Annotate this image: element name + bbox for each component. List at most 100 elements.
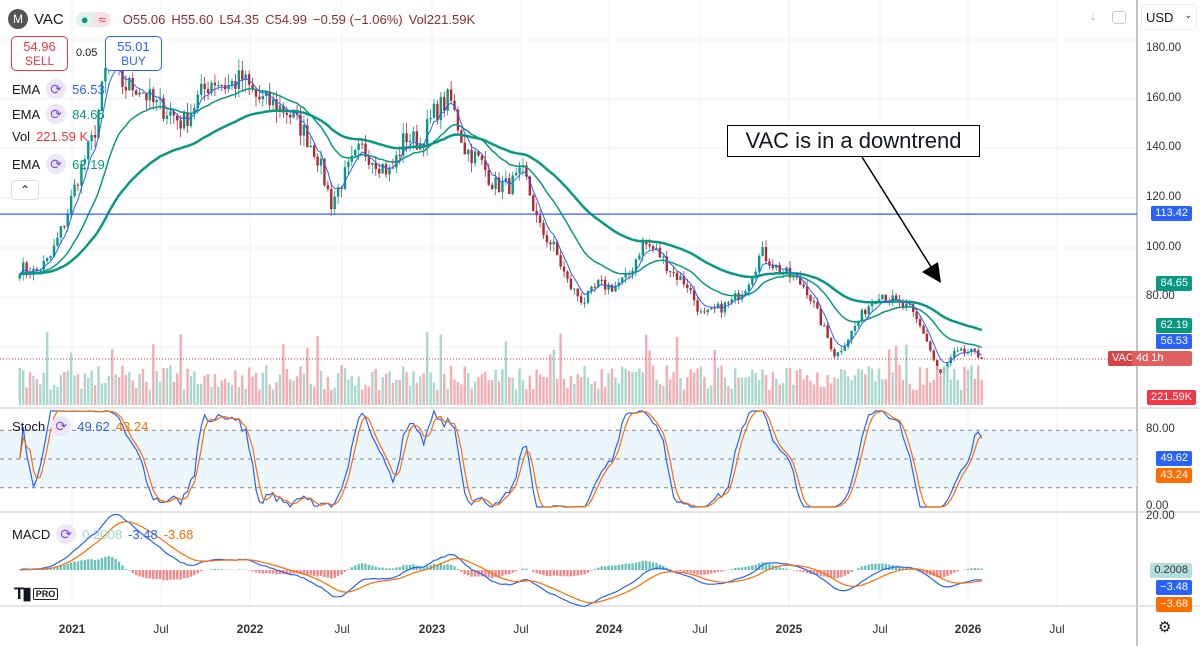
volume-bar [104, 383, 107, 405]
refresh-icon[interactable]: ⟳ [56, 524, 77, 544]
volume-bar [545, 377, 549, 405]
annotation-callout[interactable]: VAC is in a downtrend [727, 125, 980, 157]
candle [484, 160, 487, 171]
symbol-price-tag: VAC [1108, 351, 1136, 366]
candle [829, 337, 833, 350]
candle [850, 330, 853, 340]
candle [648, 244, 651, 247]
volume-bar [422, 373, 425, 405]
volume-bar [867, 366, 870, 405]
macd-histogram-bar [607, 565, 610, 570]
volume-bar [223, 378, 227, 405]
volume-bar [80, 388, 83, 405]
macd-histogram-bar [966, 568, 970, 570]
macd-legend[interactable]: MACD ⟳ 0.2008 -3.48 -3.68 [12, 524, 193, 544]
ema-short-line [19, 68, 982, 364]
currency-select[interactable]: USD ⌄ [1141, 4, 1197, 30]
sell-button[interactable]: 54.96 SELL [11, 36, 68, 71]
volume-bar [751, 369, 754, 405]
volume-bar [603, 386, 607, 405]
ema-mid-line [19, 88, 982, 349]
volume-bar [593, 381, 597, 405]
candle [706, 309, 710, 313]
volume-bar [52, 384, 56, 405]
collapse-legend-button[interactable]: ⌃ [11, 180, 39, 200]
candle [579, 296, 583, 303]
volume-bar [306, 347, 309, 405]
volume-bar [39, 384, 42, 405]
candle [655, 247, 658, 250]
legend-label: EMA [12, 156, 41, 172]
macd-histogram-bar [692, 570, 696, 574]
macd-histogram-bar [942, 570, 946, 578]
macd-histogram-bar [566, 570, 569, 577]
candle [210, 82, 213, 94]
candle [292, 112, 295, 118]
legend-ema-mid[interactable]: EMA ⟳ 62.19 [12, 154, 105, 174]
fullscreen-icon[interactable] [1112, 11, 1126, 24]
candle [172, 111, 176, 116]
macd-histogram-bar [894, 565, 898, 570]
refresh-icon[interactable]: ⟳ [51, 416, 72, 436]
volume-bar [521, 380, 525, 405]
macd-histogram-bar [833, 570, 836, 579]
candle [559, 255, 562, 267]
candle [775, 264, 778, 268]
macd-histogram-bar [716, 570, 720, 572]
macd-histogram-bar [624, 563, 627, 570]
stoch-legend[interactable]: Stoch ⟳ 49.62 43.24 [12, 416, 148, 436]
volume-bar [627, 371, 631, 405]
candle [158, 98, 162, 100]
candle [381, 164, 384, 174]
download-button[interactable]: ↓ [1089, 8, 1097, 23]
volume-bar [836, 378, 840, 405]
volume-bar [128, 371, 131, 405]
volume-bar [378, 389, 381, 405]
candle [682, 275, 686, 285]
volume-bar [829, 383, 833, 405]
macd-histogram-bar [901, 567, 905, 570]
macd-histogram-bar [511, 570, 514, 573]
legend-volume[interactable]: Vol 221.59 K [12, 129, 88, 144]
legend-label: EMA [12, 81, 41, 97]
candle [429, 117, 432, 120]
volume-bar [18, 367, 21, 405]
macd-histogram-bar [850, 570, 853, 572]
volume-bar [32, 375, 35, 405]
candle [97, 110, 100, 138]
macd-histogram-bar [935, 570, 939, 578]
volume-bar [651, 365, 655, 405]
candle [932, 350, 935, 361]
volume-bar [552, 349, 555, 405]
volume-bar [463, 366, 466, 405]
candle [145, 93, 148, 101]
volume-bar [888, 349, 891, 405]
refresh-icon[interactable]: ⟳ [46, 154, 67, 174]
time-axis-label: Jul [153, 622, 169, 636]
candle [275, 99, 278, 112]
settings-gear-icon[interactable]: ⚙ [1158, 619, 1172, 636]
time-axis-label: 2025 [775, 622, 803, 636]
candle [45, 258, 49, 262]
volume-bar [333, 387, 336, 405]
macd-histogram-bar [484, 570, 487, 577]
macd-histogram-bar [148, 570, 152, 579]
refresh-icon[interactable]: ⟳ [46, 79, 67, 99]
candle [576, 288, 579, 297]
macd-histogram-bar [867, 564, 870, 570]
legend-ema-long[interactable]: EMA ⟳ 84.65 [12, 104, 105, 124]
macd-histogram-bar [193, 570, 196, 576]
macd-histogram-bar [713, 570, 716, 573]
candle [449, 89, 453, 101]
price-axis-label: 80.00 [1146, 290, 1175, 302]
buy-button[interactable]: 55.01 BUY [105, 36, 162, 71]
candle [730, 299, 733, 303]
candle [80, 163, 83, 186]
legend-ema-short[interactable]: EMA ⟳ 56.53 [12, 79, 105, 99]
candle [408, 140, 412, 143]
refresh-icon[interactable]: ⟳ [46, 104, 67, 124]
macd-histogram-bar [497, 570, 501, 578]
candle [980, 357, 983, 360]
symbol-name[interactable]: VAC [34, 10, 64, 28]
